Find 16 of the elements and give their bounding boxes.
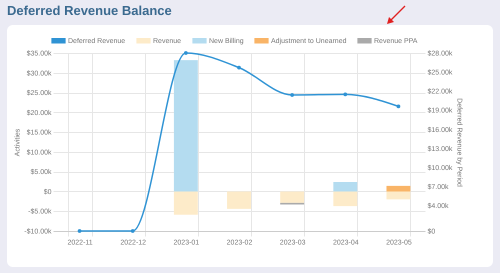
point [184, 51, 188, 55]
point [290, 93, 294, 97]
point [130, 229, 135, 233]
bar [280, 191, 304, 203]
point [343, 92, 348, 96]
chart-title: Deferred Revenue Balance [7, 3, 172, 18]
point [78, 229, 82, 233]
bar [333, 191, 358, 206]
bar [174, 191, 198, 215]
bar [333, 182, 358, 192]
bar [386, 186, 410, 192]
bar [227, 191, 251, 209]
point [396, 104, 400, 108]
bar [174, 60, 198, 192]
bar [386, 191, 410, 200]
point [237, 66, 241, 70]
